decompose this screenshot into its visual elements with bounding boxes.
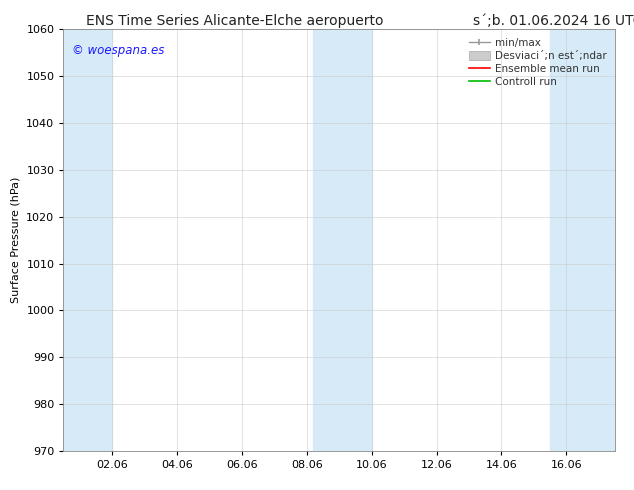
Bar [63,29,112,451]
Text: s´;b. 01.06.2024 16 UTC: s´;b. 01.06.2024 16 UTC [473,14,634,28]
Text: © woespana.es: © woespana.es [72,44,164,57]
Legend: min/max, Desviaci´;n est´;ndar, Ensemble mean run, Controll run: min/max, Desviaci´;n est´;ndar, Ensemble… [466,35,610,90]
Y-axis label: Surface Pressure (hPa): Surface Pressure (hPa) [11,177,21,303]
Bar [550,29,615,451]
Bar [313,29,372,451]
Text: ENS Time Series Alicante-Elche aeropuerto: ENS Time Series Alicante-Elche aeropuert… [86,14,384,28]
